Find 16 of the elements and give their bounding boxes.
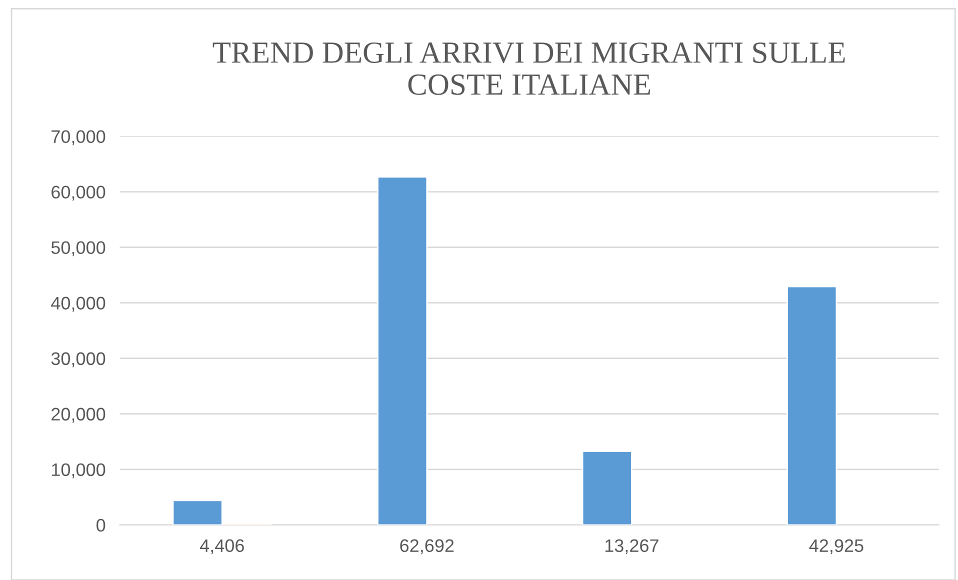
x-tick-label: 42,925 — [809, 539, 864, 554]
y-tick-label: 70,000 — [52, 130, 106, 146]
bar — [582, 450, 632, 525]
x-tick-label: 4,406 — [200, 539, 244, 554]
y-tick-label: 10,000 — [52, 463, 106, 478]
y-tick-label: 0 — [96, 518, 106, 532]
x-tick-label: 13,267 — [605, 539, 658, 554]
x-tick-label: 62,692 — [400, 539, 454, 554]
bar — [377, 176, 428, 525]
y-tick-label: 50,000 — [51, 241, 106, 256]
y-tick-label: 20,000 — [52, 408, 106, 423]
y-tick-label: 30,000 — [51, 352, 106, 368]
chart-title: TREND DEGLI ARRIVI DEI MIGRANTI SULLE COSTE ITALIANE — [212, 42, 845, 95]
bar — [786, 286, 838, 525]
y-tick-label: 40,000 — [51, 296, 106, 312]
y-tick-label: 60,000 — [52, 186, 106, 201]
